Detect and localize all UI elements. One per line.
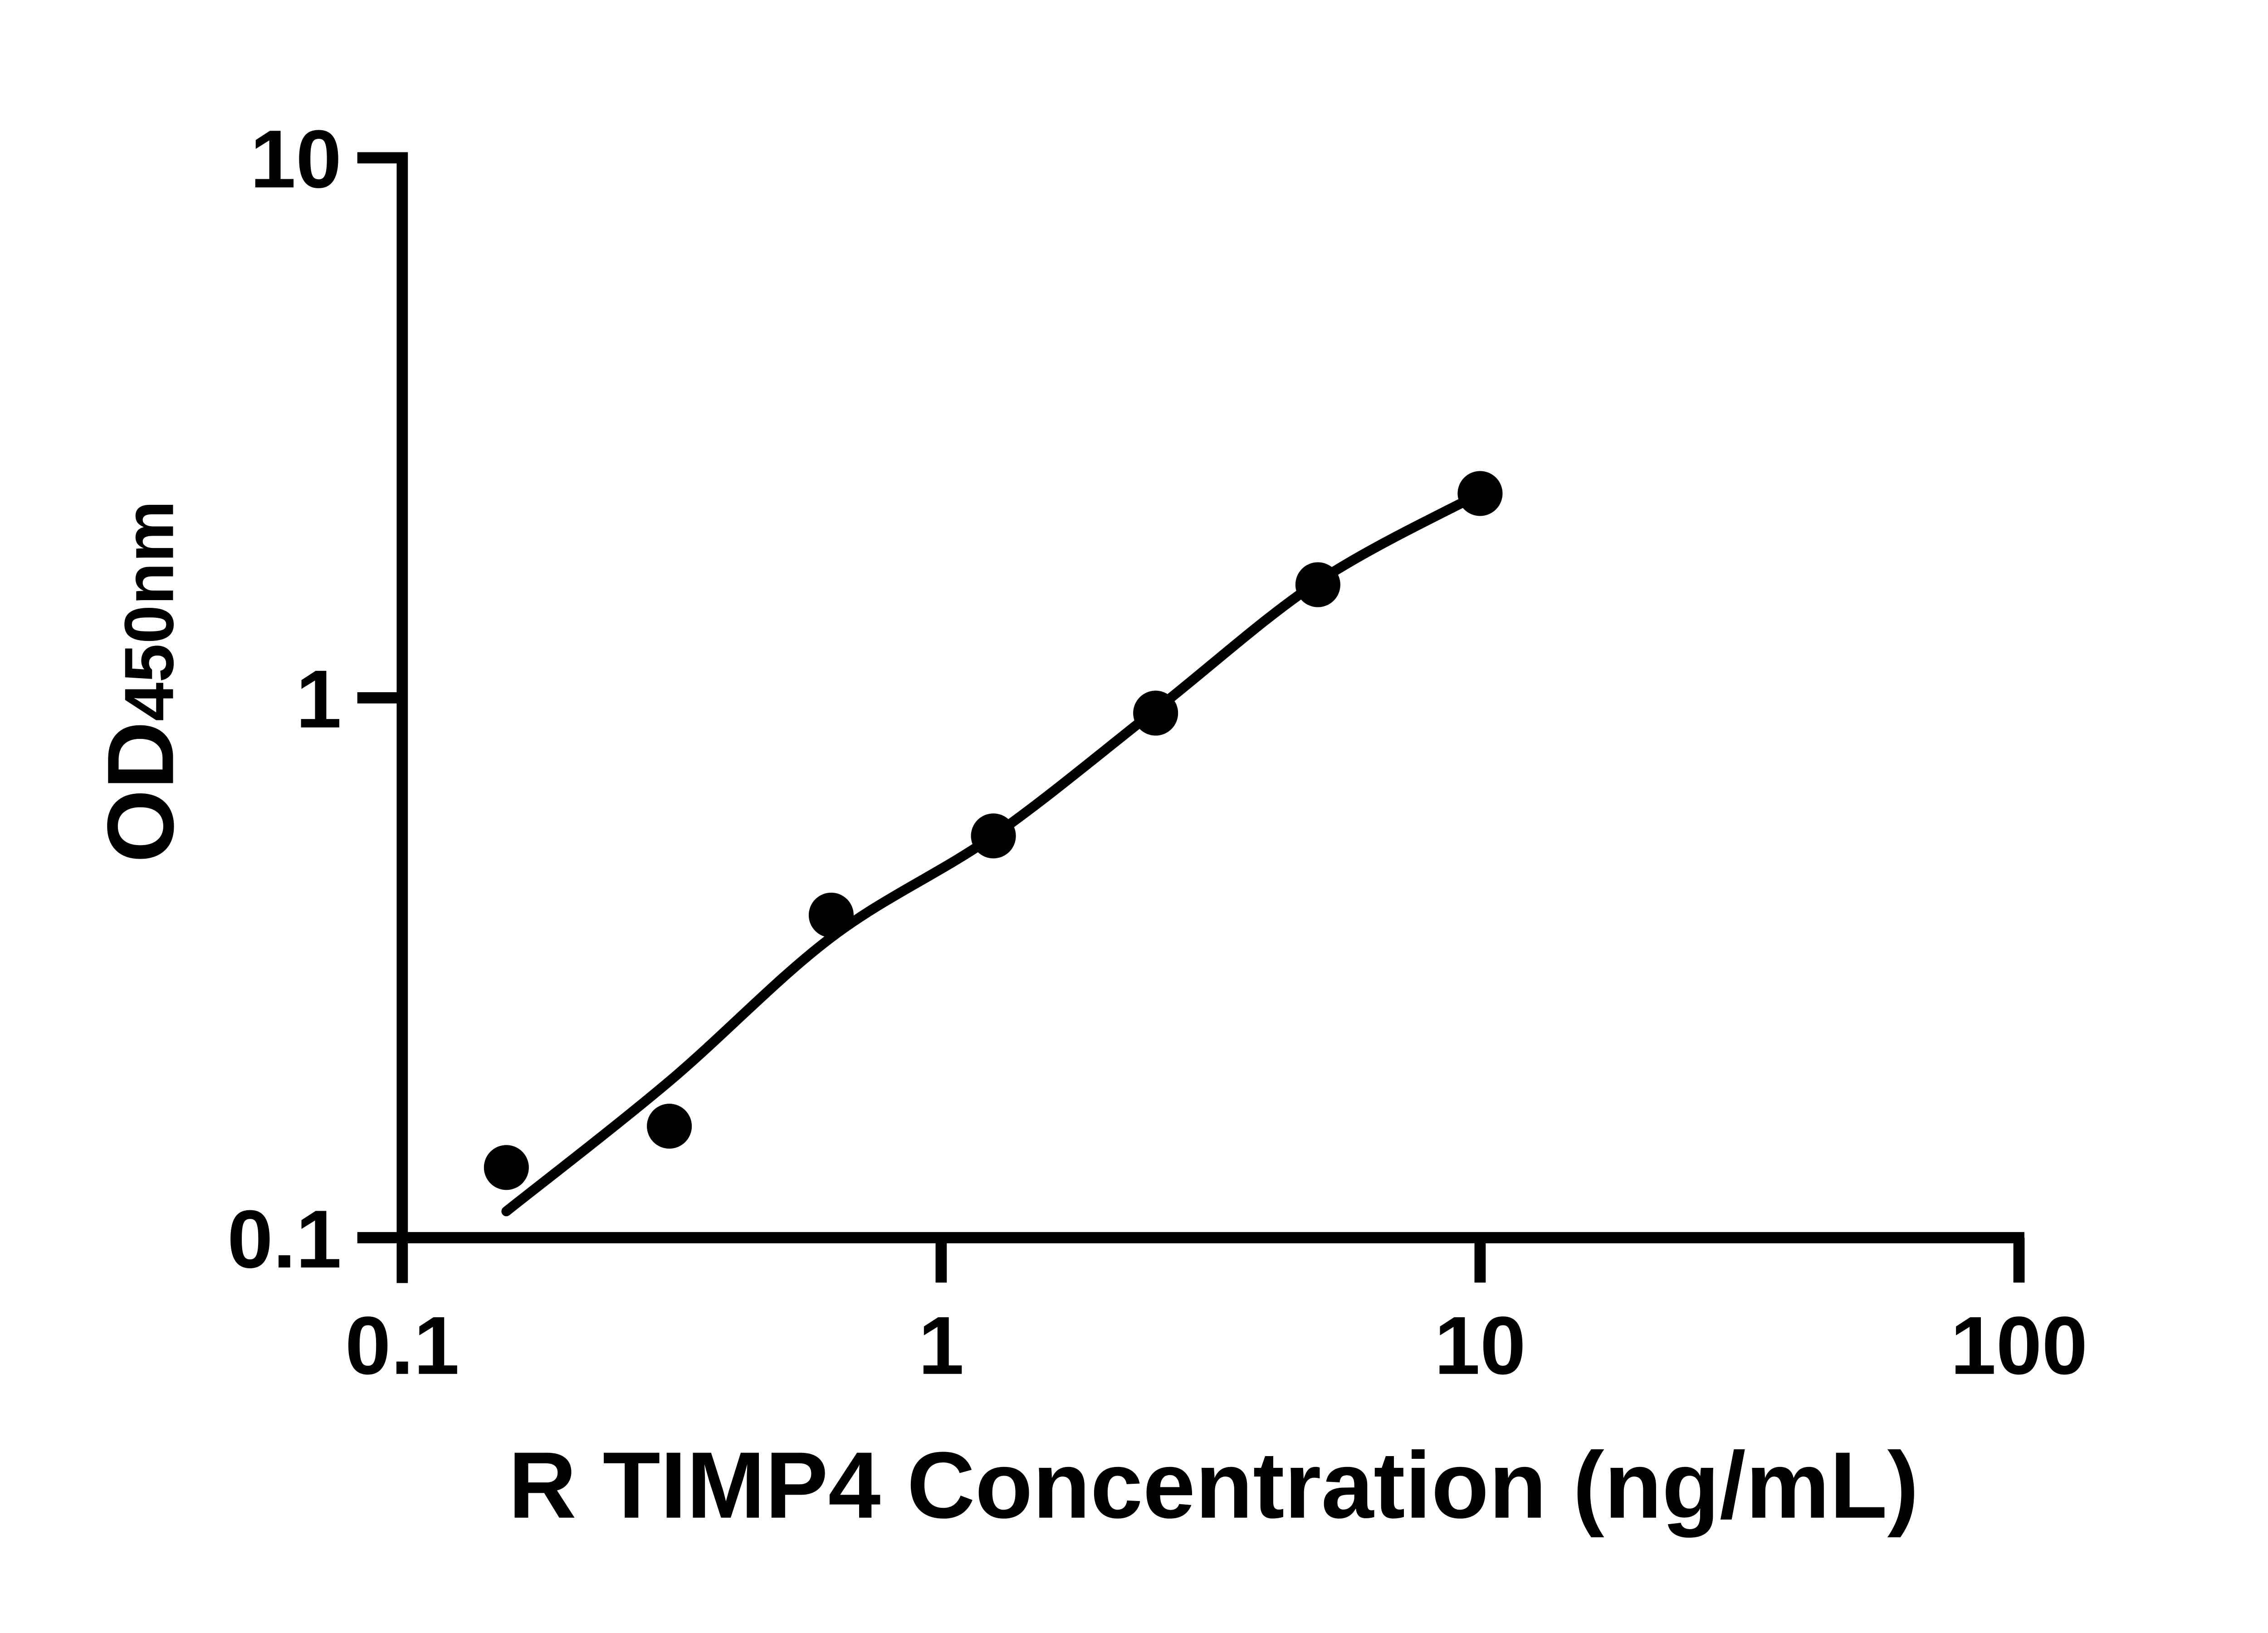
data-point-marker (1457, 471, 1503, 516)
data-point-marker (484, 1145, 529, 1190)
y-tick-label-1: 1 (296, 654, 342, 745)
data-point-marker (971, 813, 1016, 859)
data-point-marker (1133, 690, 1178, 736)
data-point-marker (1295, 562, 1340, 607)
data-point-marker (647, 1104, 692, 1149)
y-axis-title-main: OD (88, 721, 193, 863)
axis-tick-labels: 10 1 0.10.1 1 10 100 (227, 113, 2087, 1392)
data-point-markers (484, 471, 1503, 1190)
y-tick-label-10: 10 (250, 113, 342, 205)
plot-area (357, 152, 2025, 1283)
x-tick-label-10: 10 (1434, 1300, 1526, 1392)
x-tick-label-100: 100 (1950, 1300, 2088, 1392)
x-tick-label-1: 1 (918, 1300, 964, 1392)
data-point-marker (808, 892, 854, 938)
y-axis-title-subscript: 450nm (110, 500, 188, 721)
y-tick-label-0.1: 0.1 (227, 1193, 342, 1285)
x-tick-label-0.1: 0.1 (345, 1300, 459, 1392)
x-axis-title: R TIMP4 Concentration (ng/mL) (508, 1433, 1919, 1538)
axis-tick-marks (357, 152, 2025, 1283)
y-axis-title: OD450nm (88, 500, 193, 863)
